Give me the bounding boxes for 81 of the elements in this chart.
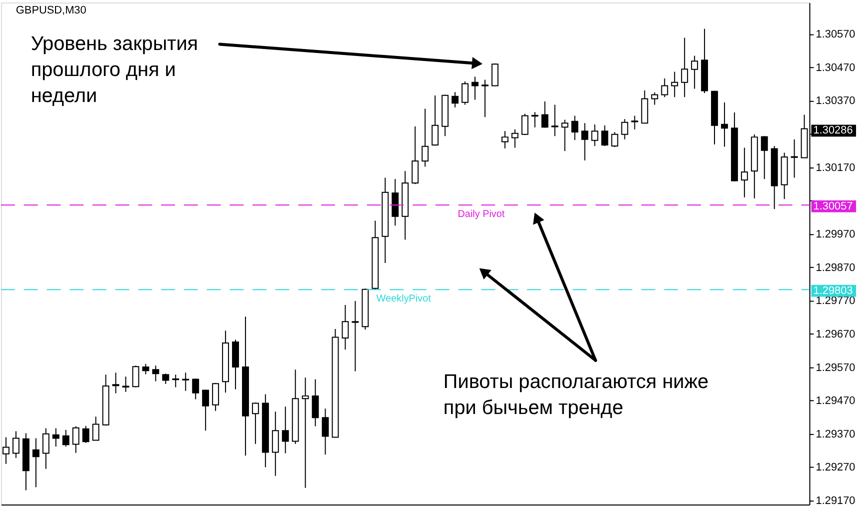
candlestick (561, 119, 568, 152)
candlestick (162, 373, 170, 384)
candlestick (52, 428, 60, 448)
y-tick-label: 1.29770 (816, 295, 856, 308)
candlestick (501, 130, 508, 149)
text: 1.29803 (813, 284, 853, 297)
y-tick-label: 1.29570 (816, 362, 856, 374)
text: 1.30057 (813, 200, 853, 212)
candlestick (621, 118, 628, 140)
candlestick (661, 78, 668, 98)
candlestick (551, 104, 558, 137)
candlestick (252, 402, 259, 444)
y-tick-label: 1.30370 (816, 95, 856, 108)
candlestick (302, 377, 309, 488)
candlestick (472, 76, 478, 100)
candlestick (2, 436, 10, 464)
candlestick (132, 365, 140, 388)
candlestick (422, 108, 429, 168)
candlestick (531, 112, 538, 128)
y-tick-label: 1.29170 (816, 495, 856, 508)
candlestick (790, 138, 798, 178)
y-tick-label: 1.30470 (816, 62, 856, 74)
candlestick (611, 132, 618, 148)
y-tick-label: 1.29870 (816, 262, 856, 274)
candlestick (212, 382, 220, 412)
candlestick (671, 71, 678, 98)
candlestick (432, 94, 439, 146)
candlestick (541, 100, 548, 128)
candlestick (691, 55, 698, 90)
candlestick (342, 304, 349, 350)
y-tick-label: 1.30170 (816, 162, 856, 174)
candlestick (42, 428, 50, 470)
y-tick-label: 1.29270 (816, 462, 856, 474)
candlestick (462, 80, 469, 106)
candlestick (172, 374, 180, 388)
candlestick (192, 378, 200, 400)
text: 1.30286 (813, 124, 853, 137)
candlestick (272, 411, 279, 476)
ref-line-label: WeeklyPivot (376, 294, 432, 305)
candlestick (452, 92, 459, 108)
candlestick (312, 378, 319, 427)
annotation: Пивоты располагаются ниже при бычьем тренде (443, 371, 709, 420)
candlestick (581, 122, 588, 161)
candlestick (760, 136, 768, 180)
candlestick (92, 416, 100, 441)
candlestick (412, 126, 419, 185)
candlestick (82, 425, 90, 444)
candlestick (72, 426, 80, 454)
candlestick (112, 372, 120, 394)
candlestick (152, 365, 160, 382)
candlestick (591, 124, 598, 147)
candlestick (122, 376, 130, 392)
candlestick (651, 92, 658, 106)
candlestick (12, 430, 20, 458)
candlestick (62, 429, 70, 448)
candlestick (511, 128, 518, 148)
candlestick (32, 438, 40, 488)
candlestick (571, 115, 578, 141)
candlestick (631, 115, 638, 130)
candlestick (392, 178, 399, 226)
candlestick (681, 37, 688, 98)
ref-line-label: Daily Pivot (458, 208, 505, 220)
candlestick (202, 389, 210, 432)
y-tick-label: 1.29470 (816, 395, 856, 408)
candlestick (352, 300, 359, 372)
candlestick (322, 408, 329, 456)
annotation: Уровень закрытия прошлого дня и недели (30, 33, 198, 107)
y-tick-label: 1.30570 (816, 28, 856, 41)
y-tick-label: 1.29370 (816, 428, 856, 440)
candlestick (601, 124, 608, 147)
candlestick (721, 102, 728, 148)
chart-title: GBPUSD,M30 (16, 4, 86, 16)
y-tick-label: 1.29670 (816, 328, 856, 340)
y-tick-label: 1.29970 (816, 228, 856, 240)
candlestick (182, 372, 190, 392)
candlestick (282, 406, 289, 454)
candlestick (491, 62, 498, 87)
candlestick (142, 363, 150, 375)
candlestick (740, 147, 748, 198)
candlestick (482, 79, 488, 118)
candlestick (521, 113, 528, 136)
